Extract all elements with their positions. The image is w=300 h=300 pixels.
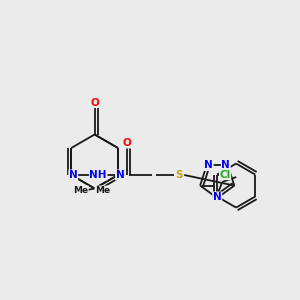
Text: S: S: [176, 170, 183, 180]
Text: O: O: [90, 98, 99, 107]
Text: N: N: [69, 170, 78, 180]
Text: Cl: Cl: [219, 169, 231, 180]
Text: N: N: [116, 170, 124, 180]
Text: N: N: [204, 160, 213, 170]
Text: O: O: [123, 138, 132, 148]
Text: Me: Me: [95, 186, 110, 195]
Text: Me: Me: [73, 186, 88, 195]
Text: NH: NH: [89, 170, 107, 180]
Text: N: N: [221, 160, 230, 170]
Text: N: N: [213, 192, 222, 202]
